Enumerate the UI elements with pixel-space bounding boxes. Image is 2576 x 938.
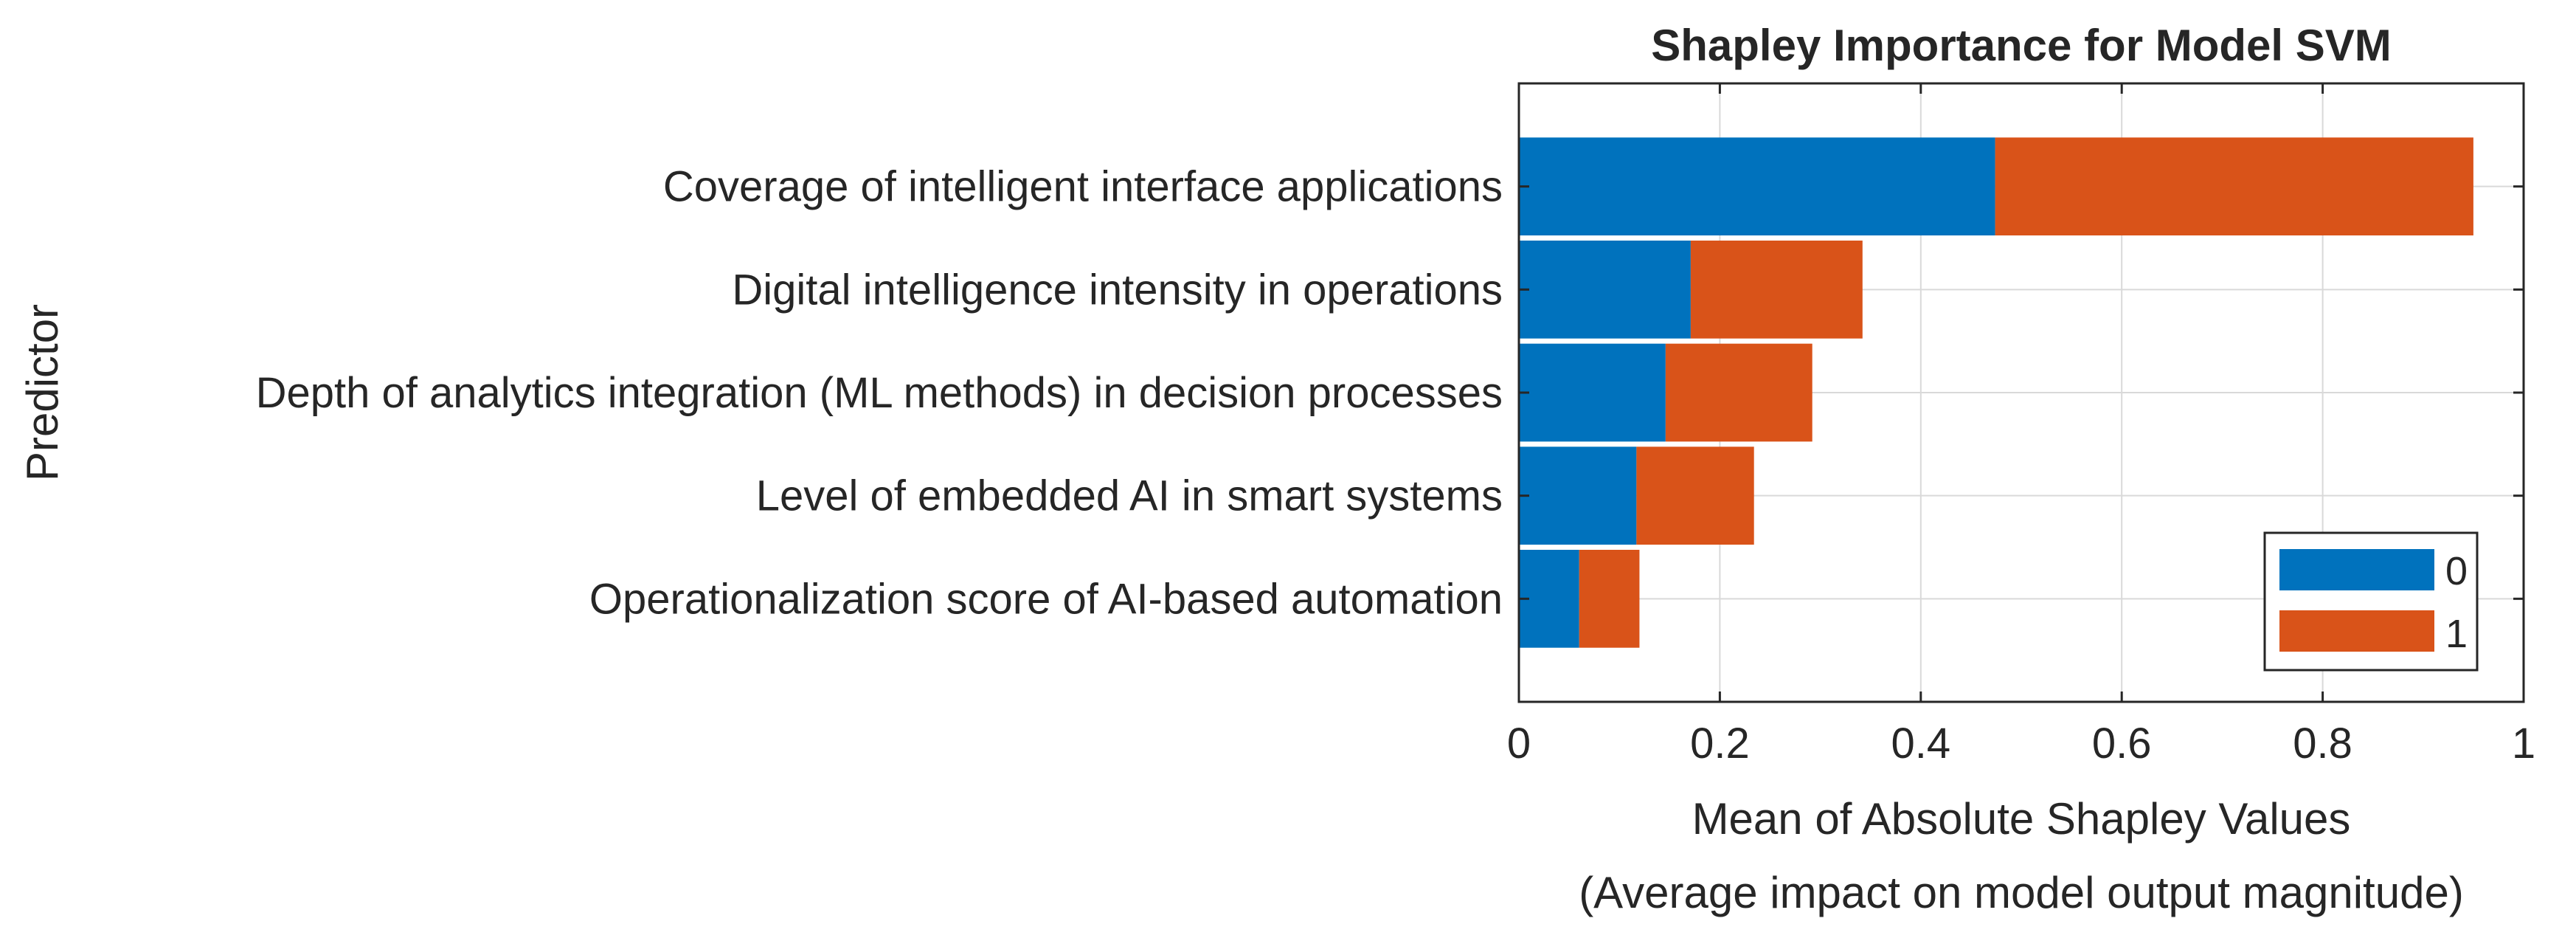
tick-marks <box>1517 83 2525 702</box>
x-tick-label: 0.4 <box>1891 720 1950 768</box>
x-tick-label: 0 <box>1507 720 1531 768</box>
bar-series-0 <box>1519 137 1995 236</box>
category-labels: Coverage of intelligent interface applic… <box>256 163 1503 624</box>
bar-series-0 <box>1519 343 1666 442</box>
category-label: Depth of analytics integration (ML metho… <box>256 369 1503 417</box>
bars <box>1519 137 2473 648</box>
bar-series-1 <box>1995 137 2473 236</box>
category-label: Operationalization score of AI-based aut… <box>589 575 1503 623</box>
x-tick-label: 0.8 <box>2293 720 2352 768</box>
legend-label-series-0: 0 <box>2445 549 2468 593</box>
category-label: Digital intelligence intensity in operat… <box>732 266 1503 314</box>
x-tick-label: 0.6 <box>2092 720 2152 768</box>
bar-series-1 <box>1690 240 1863 339</box>
legend: 0 1 <box>2263 531 2479 672</box>
x-tick-label: 1 <box>2512 720 2535 768</box>
category-label: Level of embedded AI in smart systems <box>756 472 1503 520</box>
legend-swatch-series-0 <box>2279 549 2434 590</box>
legend-swatch-series-1 <box>2279 610 2434 652</box>
legend-label-series-1: 1 <box>2445 612 2468 656</box>
bar-series-1 <box>1636 446 1754 545</box>
bar-series-0 <box>1519 446 1637 545</box>
chart-title: Shapley Importance for Model SVM <box>1651 21 2392 70</box>
x-axis-title-line-1: Mean of Absolute Shapley Values <box>1692 794 2351 844</box>
x-tick-labels: 0 0.2 0.4 0.6 0.8 1 <box>1507 720 2535 768</box>
category-label: Coverage of intelligent interface applic… <box>663 163 1503 211</box>
bar-series-0 <box>1519 240 1691 339</box>
x-axis-title-line-2: (Average impact on model output magnitud… <box>1579 868 2464 917</box>
y-axis-title: Predictor <box>18 304 67 481</box>
bar-series-1 <box>1665 343 1812 442</box>
x-tick-label: 0.2 <box>1690 720 1750 768</box>
bar-series-1 <box>1579 549 1640 648</box>
